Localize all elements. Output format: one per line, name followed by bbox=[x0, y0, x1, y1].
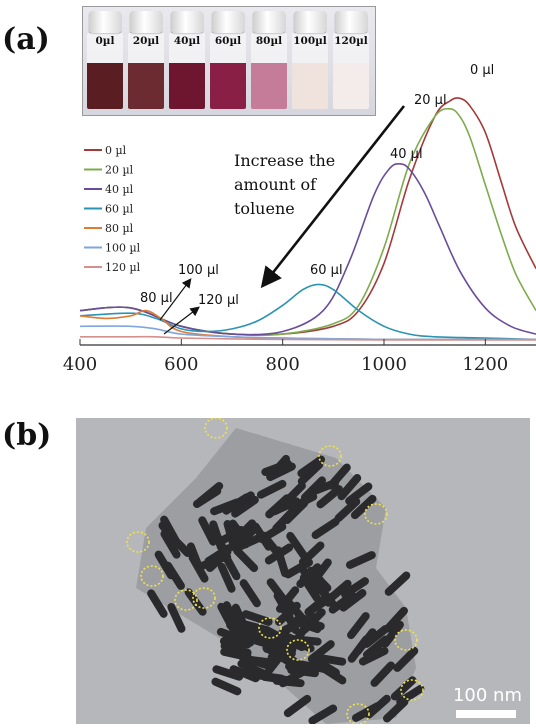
panel-a-label: (a) bbox=[2, 22, 50, 57]
vial-2: 40µl bbox=[168, 11, 206, 111]
legend: 0 µl 20 µl 40 µl 60 µl 80 µl 100 µl 120 µl bbox=[84, 144, 141, 274]
x-tick-label-3: 1000 bbox=[361, 354, 407, 375]
peak-label-4: 80 µl bbox=[140, 291, 173, 306]
tem-highlight-circles bbox=[126, 418, 424, 724]
vial-1-label: 20µl bbox=[132, 35, 160, 47]
peak-labels: 0 µl 20 µl 40 µl 60 µl 80 µl 100 µl 120 µl bbox=[140, 63, 494, 308]
x-tick-label-4: 1200 bbox=[462, 354, 508, 375]
tem-image: 100 nm bbox=[76, 418, 530, 724]
legend-entry-0: 0 µl bbox=[105, 144, 127, 157]
legend-entry-4: 80 µl bbox=[105, 222, 134, 235]
vial-4-label: 80µl bbox=[255, 35, 283, 47]
vial-5: 100µl bbox=[291, 11, 329, 111]
vial-2-liquid bbox=[169, 63, 205, 109]
scale-bar-label: 100 nm bbox=[452, 685, 522, 706]
legend-entry-6: 120 µl bbox=[105, 261, 141, 274]
annotation-line-3: toluene bbox=[234, 199, 295, 218]
vial-0-liquid bbox=[87, 63, 123, 109]
series-lines bbox=[79, 97, 536, 341]
x-tick-label-0: 400 bbox=[63, 354, 97, 375]
vial-photo: 0µl 20µl 40µl 60µl 80µl 100µl 120µl bbox=[82, 6, 376, 116]
series-line-6 bbox=[79, 335, 536, 341]
peak-label-1: 20 µl bbox=[414, 93, 447, 108]
vial-0: 0µl bbox=[86, 11, 124, 111]
series-line-4 bbox=[79, 309, 536, 341]
peak-label-6: 120 µl bbox=[198, 293, 239, 308]
toluene-arrow bbox=[260, 105, 406, 289]
vial-0-label: 0µl bbox=[95, 35, 115, 47]
vial-4: 80µl bbox=[250, 11, 288, 111]
vial-6: 120µl bbox=[332, 11, 370, 111]
series-line-2 bbox=[79, 162, 536, 336]
annotation-line-1: Increase the bbox=[234, 151, 335, 170]
legend-entry-5: 100 µl bbox=[105, 242, 141, 255]
vial-3-liquid bbox=[210, 63, 246, 109]
tem-nanorods bbox=[147, 454, 425, 724]
vial-3-label: 60µl bbox=[214, 35, 242, 47]
vial-1-liquid bbox=[128, 63, 164, 109]
arrow-120ul bbox=[163, 306, 200, 335]
x-tick-label-1: 600 bbox=[164, 354, 198, 375]
vial-6-liquid bbox=[333, 63, 369, 109]
vial-2-label: 40µl bbox=[173, 35, 201, 47]
vial-5-liquid bbox=[292, 63, 328, 109]
panel-b-label: (b) bbox=[2, 418, 52, 453]
peak-label-0: 0 µl bbox=[470, 63, 494, 78]
annotation-arrows bbox=[159, 105, 406, 335]
x-tick-label-2: 800 bbox=[265, 354, 299, 375]
peak-label-2: 40 µl bbox=[390, 147, 423, 162]
scale-bar bbox=[456, 710, 516, 718]
legend-entry-1: 20 µl bbox=[105, 164, 134, 177]
vial-4-liquid bbox=[251, 63, 287, 109]
annotation-line-2: amount of bbox=[234, 175, 317, 194]
x-axis: 400 600 800 1000 1200 bbox=[63, 339, 536, 375]
vial-6-label: 120µl bbox=[334, 35, 368, 47]
absorbance-chart: 400 600 800 1000 1200 0 µl 20 µl 40 µl 60 µl 80 … bbox=[63, 63, 536, 375]
peak-label-5: 100 µl bbox=[178, 263, 219, 278]
vial-3: 60µl bbox=[209, 11, 247, 111]
vial-5-label: 100µl bbox=[293, 35, 327, 47]
tem-particles bbox=[76, 418, 530, 724]
arrow-100ul bbox=[159, 278, 192, 321]
vial-1: 20µl bbox=[127, 11, 165, 111]
legend-entry-3: 60 µl bbox=[105, 203, 134, 216]
peak-label-3: 60 µl bbox=[310, 263, 343, 278]
legend-entry-2: 40 µl bbox=[105, 183, 134, 196]
